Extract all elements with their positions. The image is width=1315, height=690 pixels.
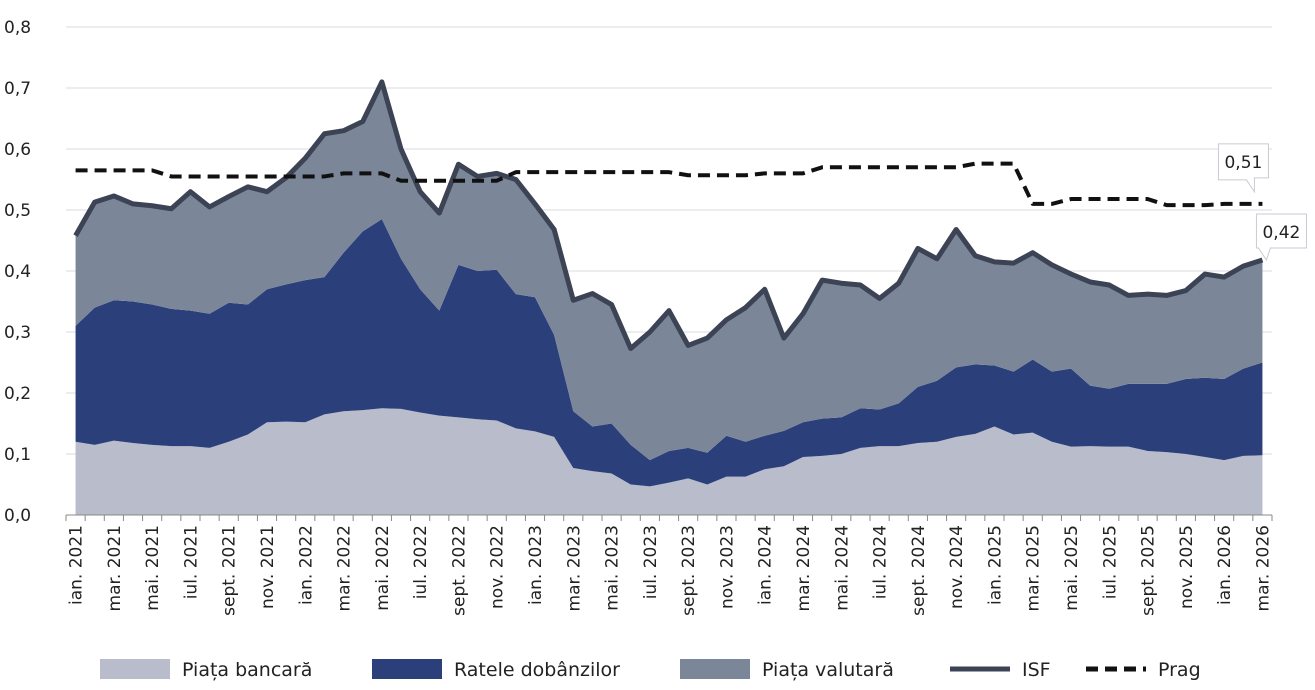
legend-label: Ratele dobânzilor (454, 659, 620, 681)
legend-label: ISF (1022, 659, 1051, 681)
x-tick-label: mai. 2021 (143, 525, 163, 611)
legend-swatch (100, 659, 170, 679)
legend-swatch (680, 659, 750, 679)
x-tick-label: mar. 2021 (105, 525, 125, 611)
x-tick-label: ian. 2026 (1215, 525, 1235, 605)
y-tick-label: 0,3 (4, 323, 31, 343)
y-tick-label: 0,4 (4, 262, 31, 282)
data-label: 0,51 (1224, 153, 1262, 173)
y-tick-label: 0,5 (4, 201, 31, 221)
callout-box (1217, 143, 1269, 194)
x-tick-label: mai. 2023 (603, 525, 623, 611)
x-tick-label: iul. 2023 (641, 525, 661, 599)
callout-box (1255, 213, 1307, 262)
legend-label: Piața bancară (182, 659, 312, 681)
x-tick-label: sept. 2025 (1139, 525, 1159, 616)
area (75, 81, 1263, 461)
x-tick-label: nov. 2023 (717, 525, 737, 609)
y-tick-label: 0,2 (4, 384, 31, 404)
area (75, 408, 1263, 515)
data-label: 0,42 (1262, 223, 1300, 243)
x-tick-label: ian. 2023 (526, 525, 546, 605)
x-tick-label: iul. 2021 (181, 525, 201, 599)
x-tick-label: sept. 2021 (220, 525, 240, 616)
x-tick-label: nov. 2021 (258, 525, 278, 609)
y-tick-label: 0,7 (4, 79, 31, 99)
x-tick-label: sept. 2022 (449, 525, 469, 616)
x-tick-label: mai. 2024 (832, 525, 852, 611)
line (75, 161, 1263, 208)
area (75, 219, 1263, 487)
x-tick-label: ian. 2024 (756, 525, 776, 605)
x-tick-label: sept. 2023 (679, 525, 699, 616)
x-tick-label: ian. 2022 (296, 525, 316, 605)
x-tick-label: mai. 2022 (373, 525, 393, 611)
legend-swatch (372, 659, 442, 679)
x-tick-label: nov. 2022 (488, 525, 508, 609)
x-tick-label: iul. 2025 (1100, 525, 1120, 599)
x-tick-label: mar. 2026 (1253, 525, 1273, 611)
x-tick-label: nov. 2025 (1177, 525, 1197, 609)
y-tick-label: 0,0 (4, 506, 31, 526)
legend-label: Prag (1158, 659, 1201, 681)
x-tick-label: mar. 2022 (335, 525, 355, 611)
y-tick-label: 0,1 (4, 445, 31, 465)
x-tick-label: mar. 2025 (1024, 525, 1044, 611)
x-tick-label: sept. 2024 (909, 525, 929, 616)
y-tick-label: 0,6 (4, 140, 31, 160)
x-tick-label: iul. 2022 (411, 525, 431, 599)
x-tick-label: ian. 2025 (985, 525, 1005, 605)
x-tick-label: mar. 2023 (564, 525, 584, 611)
x-tick-label: mar. 2024 (794, 525, 814, 611)
x-tick-label: mai. 2025 (1062, 525, 1082, 611)
x-tick-label: nov. 2024 (947, 525, 967, 609)
x-tick-label: iul. 2024 (871, 525, 891, 599)
legend-label: Piața valutară (762, 659, 894, 681)
line (73, 79, 1264, 351)
y-tick-label: 0,8 (4, 18, 31, 38)
x-tick-label: ian. 2021 (67, 525, 87, 605)
